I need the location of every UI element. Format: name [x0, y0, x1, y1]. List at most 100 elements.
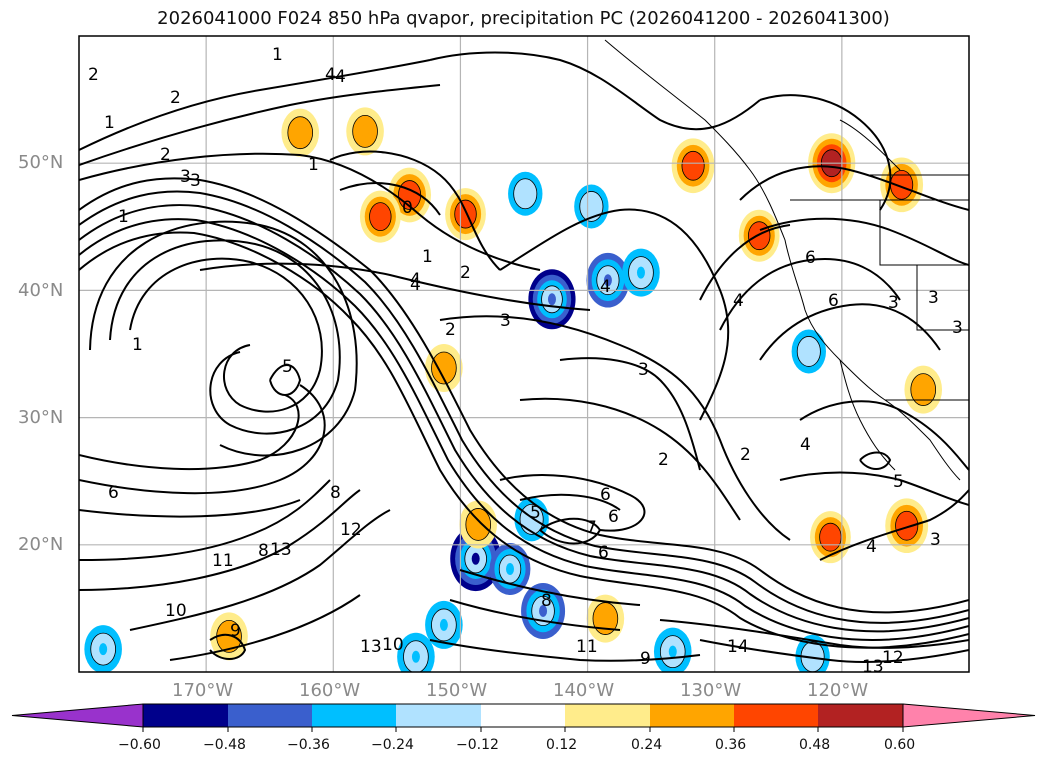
- contour-label: 1: [132, 335, 143, 355]
- contour-label: 5: [530, 503, 541, 523]
- contour-label: 9: [640, 649, 651, 669]
- precip-cell: [880, 157, 924, 213]
- contour-label: 4: [325, 65, 336, 85]
- colorbar-segment: [481, 704, 565, 727]
- colorbar-segment: [818, 704, 903, 727]
- contour-label: 3: [888, 293, 899, 313]
- colorbar-segment: [396, 704, 481, 727]
- precip-cell: [671, 138, 715, 194]
- contour-label: 0: [402, 198, 413, 218]
- contour-label: 8: [258, 541, 269, 561]
- precip-cell: [397, 632, 435, 672]
- qvapor-contours: [79, 51, 969, 663]
- precip-cell: [425, 343, 463, 392]
- contour-label: 4: [733, 291, 744, 311]
- precip-cell: [84, 625, 122, 672]
- contour-label: 3: [190, 171, 201, 191]
- colorbar-tick-label: 0.60: [884, 737, 916, 753]
- contour-label: 5: [893, 472, 904, 492]
- contour-label: 10: [382, 635, 404, 655]
- contour-label: 3: [930, 530, 941, 550]
- coastlines: [604, 39, 969, 481]
- precip-cell: [210, 612, 248, 661]
- contour-label: 12: [340, 520, 362, 540]
- precip-cell: [574, 184, 609, 229]
- contour-label: 6: [600, 485, 611, 505]
- contour-label: 1: [308, 155, 319, 175]
- contour-label: 9: [230, 621, 241, 641]
- precip-cell: [521, 582, 566, 639]
- lat-tick-label: 20°N: [18, 534, 64, 555]
- contour-label: 3: [180, 167, 191, 187]
- lon-tick-label: 170°W: [172, 680, 234, 701]
- colorbar-tick-label: 0.36: [715, 737, 747, 753]
- contour-label: 7: [586, 518, 597, 538]
- colorbar-tick-label: −0.12: [456, 737, 499, 753]
- colorbar-tick-label: −0.48: [203, 737, 246, 753]
- precip-cell: [738, 209, 780, 262]
- contour-label: 12: [882, 648, 904, 668]
- precip-cell: [508, 171, 543, 216]
- contour-label: 4: [410, 270, 421, 290]
- precip-cell: [528, 269, 576, 330]
- colorbar-tick-label: −0.24: [371, 737, 414, 753]
- colorbar: [11, 703, 1036, 732]
- precip-cell: [653, 627, 692, 672]
- precip-cell: [586, 594, 625, 643]
- contour-label: 6: [805, 248, 816, 268]
- contour-label: 3: [928, 288, 939, 308]
- precip-cell: [459, 500, 498, 549]
- colorbar-segment: [565, 704, 650, 727]
- contour-label: 8: [330, 483, 341, 503]
- precipitation-shading: [84, 107, 943, 672]
- contour-label: 6: [608, 507, 619, 527]
- lat-tick-label: 50°N: [18, 152, 64, 173]
- contour-label: 1: [422, 247, 433, 267]
- colorbar-extend-low: [11, 703, 144, 728]
- colorbar-tick-label: 0.24: [631, 737, 663, 753]
- contour-label: 4: [410, 275, 421, 295]
- contour-label: 4: [335, 67, 346, 87]
- lon-tick-label: 160°W: [299, 680, 361, 701]
- precip-cell: [904, 365, 943, 414]
- lat-tick-label: 40°N: [18, 280, 64, 301]
- colorbar-segment: [650, 704, 734, 727]
- contour-label: 13: [360, 637, 382, 657]
- colorbar-segment: [312, 704, 396, 727]
- map-title: 2026041000 F024 850 hPa qvapor, precipit…: [157, 8, 890, 29]
- contour-label: 2: [445, 320, 456, 340]
- precip-cell: [791, 329, 826, 374]
- precip-cell: [885, 498, 929, 554]
- contour-label: 2: [658, 450, 669, 470]
- contour-label: 1: [104, 113, 115, 133]
- colorbar-segment: [734, 704, 818, 727]
- colorbar-tick-label: 0.12: [546, 737, 578, 753]
- colorbar-tick-label: −0.60: [118, 737, 161, 753]
- contour-label: 11: [212, 551, 234, 571]
- contour-label: 4: [800, 435, 811, 455]
- contour-label: 11: [576, 637, 598, 657]
- contour-label: 2: [160, 145, 171, 165]
- contour-label: 5: [282, 357, 293, 377]
- contour-label: 13: [862, 657, 884, 677]
- contour-label: 1: [272, 45, 283, 65]
- lon-tick-label: 120°W: [807, 680, 869, 701]
- colorbar-extend-high: [902, 703, 1036, 728]
- contour-label: 2: [740, 445, 751, 465]
- contour-label: 2: [170, 88, 181, 108]
- contour-label: 3: [952, 318, 963, 338]
- plot-frame: [78, 35, 970, 673]
- lon-tick-label: 130°W: [680, 680, 742, 701]
- lon-tick-label: 140°W: [553, 680, 615, 701]
- precip-cell: [445, 188, 486, 241]
- contour-label: 4: [600, 277, 611, 297]
- lon-tick-label: 150°W: [426, 680, 488, 701]
- contour-label: 8: [541, 591, 552, 611]
- contour-label: 2: [460, 263, 471, 283]
- colorbar-frame: [142, 703, 904, 728]
- precip-cell: [281, 108, 320, 157]
- contour-label: 2: [88, 65, 99, 85]
- precip-cell: [359, 190, 401, 243]
